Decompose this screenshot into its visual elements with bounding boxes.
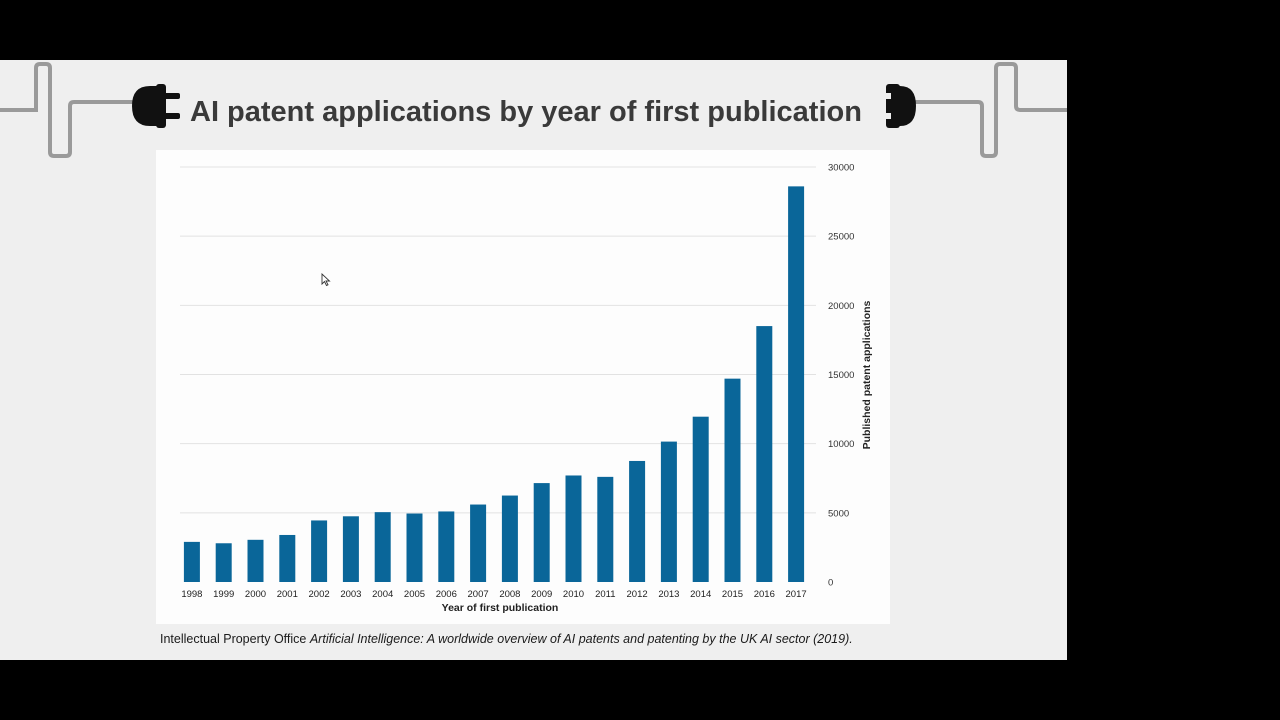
x-tick-label: 2016 bbox=[754, 589, 775, 600]
y-tick-label: 5000 bbox=[828, 508, 849, 519]
bar-2011 bbox=[597, 476, 614, 582]
bar-2016 bbox=[756, 326, 773, 582]
x-tick-label: 2002 bbox=[309, 589, 330, 600]
x-tick-label: 2010 bbox=[563, 589, 584, 600]
x-tick-labels: 1998 1999 2000 2001 2002 2003 2004 2005 2006 2007… bbox=[181, 589, 806, 600]
y-tick-label: 20000 bbox=[828, 301, 854, 312]
bar-chart: 1998 1999 2000 2001 2002 2003 2004 2005 2006 2007… bbox=[180, 163, 873, 614]
x-tick-label: 2017 bbox=[786, 589, 807, 600]
bar-2005 bbox=[406, 513, 423, 582]
cursor-icon bbox=[321, 273, 331, 287]
bars bbox=[183, 186, 805, 582]
slide-title: AI patent applications by year of first … bbox=[190, 96, 862, 128]
x-tick-label: 2000 bbox=[245, 589, 266, 600]
x-tick-label: 2006 bbox=[436, 589, 457, 600]
x-tick-label: 2014 bbox=[690, 589, 711, 600]
caption-prefix: Intellectual Property Office bbox=[160, 632, 310, 646]
bar-2003 bbox=[342, 516, 359, 582]
x-tick-label: 2011 bbox=[595, 589, 615, 600]
bar-2009 bbox=[533, 483, 550, 582]
x-tick-label: 2012 bbox=[627, 589, 648, 600]
y-axis-label: Published patent applications bbox=[861, 300, 873, 449]
x-tick-label: 2015 bbox=[722, 589, 743, 600]
bar-2012 bbox=[629, 460, 646, 582]
x-tick-label: 2004 bbox=[372, 589, 393, 600]
caption-title: Artificial Intelligence: A worldwide ove… bbox=[309, 632, 853, 646]
plug-icon bbox=[132, 84, 180, 128]
bar-2006 bbox=[438, 511, 455, 582]
x-tick-label: 2007 bbox=[468, 589, 489, 600]
y-tick-label: 10000 bbox=[828, 439, 854, 450]
slide: AI patent applications by year of first … bbox=[0, 60, 1067, 660]
x-axis-label: Year of first publication bbox=[442, 602, 559, 614]
bar-2015 bbox=[724, 378, 741, 582]
bar-1999 bbox=[215, 543, 232, 582]
bar-1998 bbox=[183, 541, 200, 582]
x-tick-label: 2008 bbox=[499, 589, 520, 600]
y-tick-label: 15000 bbox=[828, 370, 854, 381]
y-tick-label: 25000 bbox=[828, 232, 854, 243]
y-tick-label: 0 bbox=[828, 578, 833, 589]
bar-2002 bbox=[311, 520, 328, 582]
socket-icon bbox=[884, 84, 916, 128]
x-tick-label: 1998 bbox=[181, 589, 202, 600]
x-tick-label: 2013 bbox=[658, 589, 679, 600]
bar-2010 bbox=[565, 475, 582, 582]
bar-2013 bbox=[660, 441, 677, 582]
x-tick-label: 1999 bbox=[213, 589, 234, 600]
bar-2008 bbox=[501, 495, 518, 582]
title-decoration bbox=[0, 62, 1067, 158]
y-tick-label: 30000 bbox=[828, 163, 854, 174]
bar-2000 bbox=[247, 539, 264, 582]
bar-2004 bbox=[374, 512, 391, 582]
bar-2017 bbox=[788, 186, 805, 582]
x-tick-label: 2001 bbox=[277, 589, 298, 600]
right-circuit-line bbox=[910, 62, 1067, 158]
y-tick-labels: 0 5000 10000 15000 20000 25000 30000 bbox=[828, 163, 854, 589]
x-tick-label: 2009 bbox=[531, 589, 552, 600]
bar-2007 bbox=[470, 504, 487, 582]
gridlines bbox=[180, 166, 816, 514]
source-caption: Intellectual Property Office Artificial … bbox=[160, 630, 1020, 648]
bar-2014 bbox=[692, 416, 709, 582]
x-tick-label: 2003 bbox=[340, 589, 361, 600]
x-tick-label: 2005 bbox=[404, 589, 425, 600]
chart-panel: 1998 1999 2000 2001 2002 2003 2004 2005 2006 2007… bbox=[156, 150, 890, 624]
bar-2001 bbox=[279, 534, 296, 582]
left-circuit-line bbox=[0, 62, 140, 158]
